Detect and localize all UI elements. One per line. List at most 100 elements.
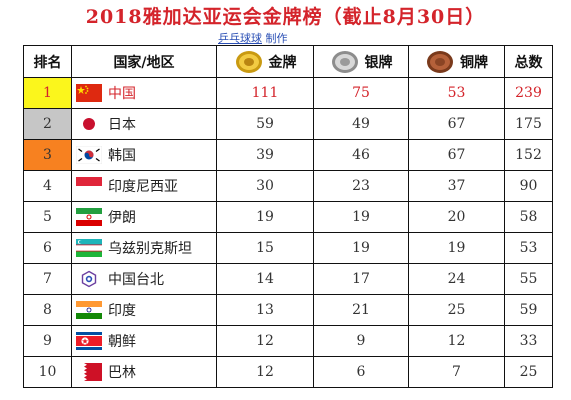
rank-cell: 6 xyxy=(23,232,72,264)
credit-line: 乒乓球球 制作 xyxy=(218,30,288,46)
country-cell: 韩国 xyxy=(71,139,217,171)
bronze-cell: 67 xyxy=(408,108,505,140)
country-name: 印度 xyxy=(108,303,136,319)
country-cell: 印度 xyxy=(71,294,217,326)
silver-cell: 19 xyxy=(313,201,409,233)
country-cell: 日本 xyxy=(71,108,217,140)
country-cell: 巴林 xyxy=(71,356,217,388)
gold-cell: 39 xyxy=(216,139,314,171)
bronze-cell: 7 xyxy=(408,356,505,388)
header-country: 国家/地区 xyxy=(71,45,217,78)
bronze-cell: 67 xyxy=(408,139,505,171)
indonesia-flag-icon xyxy=(76,177,102,195)
rank-cell: 5 xyxy=(23,201,72,233)
total-cell: 152 xyxy=(504,139,553,171)
total-cell: 90 xyxy=(504,170,553,202)
rank-cell: 4 xyxy=(23,170,72,202)
bronze-cell: 20 xyxy=(408,201,505,233)
total-cell: 58 xyxy=(504,201,553,233)
silver-cell: 6 xyxy=(313,356,409,388)
country-name: 乌兹别克斯坦 xyxy=(108,241,192,257)
silver-cell: 46 xyxy=(313,139,409,171)
header-gold-label: 金牌 xyxy=(268,54,297,71)
rank-cell: 10 xyxy=(23,356,72,388)
page-title: 2018雅加达亚运会金牌榜（截止8月30日） xyxy=(85,6,486,28)
table-row: 4 印度尼西亚 30 23 37 90 xyxy=(23,170,553,202)
bahrain-flag-icon xyxy=(76,363,102,381)
header-bronze-label: 铜牌 xyxy=(460,54,488,71)
gold-medal-icon xyxy=(235,50,262,73)
country-cell: 伊朗 xyxy=(71,201,217,233)
gold-cell: 12 xyxy=(216,325,314,357)
table-row: 1 中国 111 75 53 239 xyxy=(23,77,553,109)
country-name: 日本 xyxy=(108,117,136,133)
rank-cell: 8 xyxy=(23,294,72,326)
silver-cell: 21 xyxy=(313,294,409,326)
table-row: 8 印度 13 21 25 59 xyxy=(23,294,553,326)
bronze-cell: 25 xyxy=(408,294,505,326)
rank-cell: 2 xyxy=(23,108,72,140)
table-row: 7 中国台北 14 17 24 55 xyxy=(23,263,553,295)
header-total: 总数 xyxy=(504,45,553,78)
header-rank: 排名 xyxy=(23,45,72,78)
rank-cell: 3 xyxy=(23,139,72,171)
japan-flag-icon xyxy=(76,115,102,133)
country-name: 中国台北 xyxy=(108,272,164,288)
header-silver-label: 银牌 xyxy=(364,54,393,71)
silver-cell: 75 xyxy=(313,77,409,109)
total-cell: 175 xyxy=(504,108,553,140)
bronze-cell: 19 xyxy=(408,232,505,264)
table-row: 10 巴林 12 6 7 25 xyxy=(23,356,553,388)
bronze-cell: 12 xyxy=(408,325,505,357)
bronze-cell: 24 xyxy=(408,263,505,295)
credit-suffix: 制作 xyxy=(265,32,288,45)
country-name: 朝鲜 xyxy=(108,334,136,350)
total-cell: 53 xyxy=(504,232,553,264)
table-row: 6 乌兹别克斯坦 15 19 19 53 xyxy=(23,232,553,264)
country-cell: 中国 xyxy=(71,77,217,109)
silver-cell: 49 xyxy=(313,108,409,140)
gold-cell: 19 xyxy=(216,201,314,233)
silver-medal-icon xyxy=(331,50,358,73)
gold-cell: 30 xyxy=(216,170,314,202)
bronze-medal-icon xyxy=(427,50,453,73)
total-cell: 55 xyxy=(504,263,553,295)
silver-cell: 19 xyxy=(313,232,409,264)
total-cell: 33 xyxy=(504,325,553,357)
country-cell: 印度尼西亚 xyxy=(71,170,217,202)
total-cell: 239 xyxy=(504,77,553,109)
korea-flag-icon xyxy=(76,146,102,164)
country-name: 巴林 xyxy=(108,365,136,381)
country-name: 印度尼西亚 xyxy=(108,179,178,195)
country-name: 中国 xyxy=(108,86,136,102)
table-row: 5 伊朗 19 19 20 58 xyxy=(23,201,553,233)
gold-cell: 59 xyxy=(216,108,314,140)
gold-cell: 15 xyxy=(216,232,314,264)
silver-cell: 17 xyxy=(313,263,409,295)
rank-cell: 7 xyxy=(23,263,72,295)
medal-table: 排名 国家/地区 金牌 银牌 xyxy=(23,45,553,388)
gold-cell: 13 xyxy=(216,294,314,326)
chinese-taipei-flag-icon xyxy=(76,270,102,288)
china-flag-icon xyxy=(76,84,102,102)
table-row: 9 朝鲜 12 9 12 33 xyxy=(23,325,553,357)
india-flag-icon xyxy=(76,301,102,319)
credit-name: 乒乓球球 xyxy=(218,32,262,45)
header-bronze: 铜牌 xyxy=(408,45,505,78)
gold-cell: 111 xyxy=(216,77,314,109)
bronze-cell: 37 xyxy=(408,170,505,202)
gold-cell: 14 xyxy=(216,263,314,295)
silver-cell: 23 xyxy=(313,170,409,202)
total-cell: 59 xyxy=(504,294,553,326)
country-name: 韩国 xyxy=(108,148,136,164)
iran-flag-icon xyxy=(76,208,102,226)
gold-cell: 12 xyxy=(216,356,314,388)
table-row: 3 韩国 39 46 67 152 xyxy=(23,139,553,171)
country-cell: 乌兹别克斯坦 xyxy=(71,232,217,264)
header-gold: 金牌 xyxy=(216,45,314,78)
rank-cell: 1 xyxy=(23,77,72,109)
country-cell: 朝鲜 xyxy=(71,325,217,357)
total-cell: 25 xyxy=(504,356,553,388)
table-row: 2 日本 59 49 67 175 xyxy=(23,108,553,140)
uzbekistan-flag-icon xyxy=(76,239,102,257)
